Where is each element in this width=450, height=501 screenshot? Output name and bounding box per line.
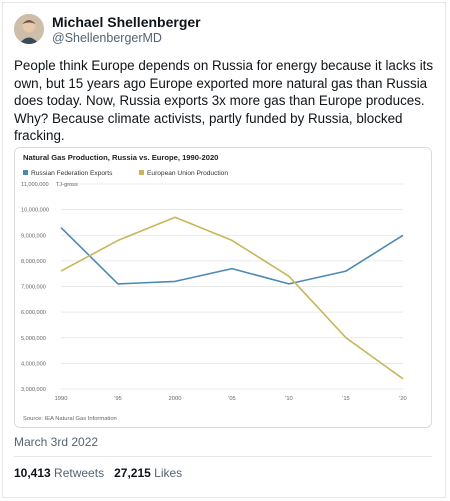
avatar[interactable] <box>14 14 44 44</box>
x-tick-label: '20 <box>399 396 407 402</box>
legend-eu-swatch <box>139 170 144 175</box>
chart-image[interactable]: Natural Gas Production, Russia vs. Europ… <box>14 147 432 428</box>
author-name[interactable]: Michael Shellenberger <box>52 14 201 30</box>
series-line-eu <box>60 216 404 380</box>
legend-russia-swatch <box>23 170 28 175</box>
tweet-card <box>2 2 446 498</box>
x-tick-label: '15 <box>342 396 350 402</box>
y-tick-label: 6,000,000 <box>21 310 46 316</box>
tweet-text: People think Europe depends on Russia fo… <box>14 58 434 143</box>
divider <box>14 456 432 457</box>
retweets-label[interactable]: Retweets <box>54 466 105 480</box>
chart-source: Source: IEA Natural Gas Information <box>23 416 117 422</box>
y-tick-label: 3,000,000 <box>21 387 46 393</box>
tweet-date[interactable]: March 3rd 2022 <box>14 435 99 449</box>
y-tick-label: 11,000,000 <box>21 182 49 188</box>
x-tick-label: '05 <box>228 396 236 402</box>
y-tick-label: 9,000,000 <box>21 233 46 239</box>
y-tick-label: 5,000,000 <box>21 336 46 342</box>
y-tick-label: 4,000,000 <box>21 361 46 367</box>
avatar-photo-icon <box>14 14 44 44</box>
chart-title: Natural Gas Production, Russia vs. Europ… <box>23 153 218 162</box>
series-line-russia <box>60 227 404 285</box>
x-tick-label: 1990 <box>55 396 68 402</box>
engagement-stats: 10,413 Retweets 27,215 Likes <box>14 466 182 480</box>
likes-label[interactable]: Likes <box>154 466 183 480</box>
y-tick-label: 8,000,000 <box>21 259 46 265</box>
legend-eu-label: European Union Production <box>147 170 228 177</box>
retweets-count[interactable]: 10,413 <box>14 466 51 480</box>
x-tick-label: 2000 <box>169 396 182 402</box>
author-handle[interactable]: @ShellenbergerMD <box>52 31 162 45</box>
x-tick-label: '95 <box>114 396 122 402</box>
likes-count[interactable]: 27,215 <box>114 466 151 480</box>
line-chart: Natural Gas Production, Russia vs. Europ… <box>21 153 407 422</box>
y-unit-label: TJ-gross <box>56 182 78 188</box>
y-tick-label: 10,000,000 <box>21 208 49 214</box>
x-tick-label: '10 <box>285 396 293 402</box>
y-tick-label: 7,000,000 <box>21 285 46 291</box>
legend-russia-label: Russian Federation Exports <box>31 170 113 177</box>
